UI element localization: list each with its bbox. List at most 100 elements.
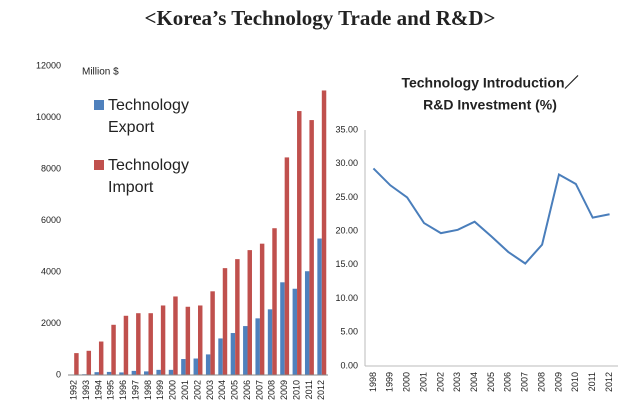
bar [74, 353, 79, 375]
x-tick-label: 1996 [118, 380, 128, 400]
bar [106, 371, 112, 375]
bar [144, 371, 149, 375]
bar [235, 259, 240, 375]
y-tick-label: 4000 [41, 266, 61, 276]
bar [94, 372, 99, 375]
x-tick-label: 2004 [217, 380, 227, 400]
legend-entry: Technology Import [94, 155, 208, 199]
x-tick-label: 2000 [168, 380, 178, 400]
bar [119, 372, 124, 375]
x-tick-label: 2007 [520, 372, 530, 392]
x-tick-label: 1992 [69, 380, 79, 400]
x-tick-label: 2001 [418, 372, 428, 392]
chart-title: R&D Investment (%) [423, 97, 557, 113]
bar [284, 157, 290, 375]
x-tick-label: 2010 [570, 372, 580, 392]
bar [205, 354, 211, 375]
bar [259, 243, 265, 375]
bar [181, 359, 186, 375]
x-tick-label: 2010 [291, 380, 301, 400]
bar [160, 305, 166, 375]
y-tick-label: 15.00 [335, 259, 358, 269]
bar [198, 305, 203, 375]
bar [309, 120, 314, 375]
bar [136, 313, 141, 375]
y-tick-label: 5.00 [340, 327, 358, 337]
legend-label: Technology Export [108, 97, 189, 136]
bar [317, 238, 322, 375]
x-tick-label: 2012 [316, 380, 326, 400]
legend-swatch [94, 100, 104, 110]
legend-entry: Technology Export [94, 95, 208, 139]
y-tick-label: 25.00 [335, 192, 358, 202]
x-tick-label: 2011 [304, 380, 314, 399]
bar [272, 228, 277, 375]
x-tick-label: 2002 [435, 372, 445, 392]
x-tick-label: 2004 [469, 372, 479, 392]
line [372, 167, 610, 265]
x-tick-label: 2001 [180, 380, 190, 400]
y-tick-label: 10.00 [335, 293, 358, 303]
x-tick-label: 2005 [230, 380, 240, 400]
page-title: <Korea’s Technology Trade and R&D> [144, 6, 495, 30]
x-tick-label: 2008 [536, 372, 546, 392]
x-tick-label: 1999 [155, 380, 165, 400]
x-tick-label: 1998 [368, 372, 378, 392]
x-tick-label: 1995 [106, 380, 116, 400]
bar [131, 370, 137, 375]
bar [255, 318, 260, 375]
x-tick-label: 2009 [279, 380, 289, 400]
x-tick-label: 1997 [130, 380, 140, 400]
x-tick-label: 1998 [143, 380, 153, 400]
x-tick-label: 2003 [205, 380, 215, 400]
x-tick-label: 1993 [81, 380, 91, 400]
bar [86, 350, 92, 375]
x-tick-label: 2011 [587, 372, 597, 391]
x-tick-label: 2000 [402, 372, 412, 392]
chart-title: Technology Introduction／ [401, 75, 578, 91]
bar [222, 268, 228, 375]
bar [280, 282, 285, 375]
bar [218, 338, 223, 375]
bar [148, 313, 153, 375]
x-tick-label: 2008 [267, 380, 277, 400]
legend-label: Technology Import [108, 157, 189, 196]
legend-swatch [94, 160, 104, 170]
bar [230, 333, 236, 375]
bar [98, 341, 104, 375]
x-tick-label: 2007 [254, 380, 264, 400]
bar [297, 111, 302, 375]
x-tick-label: 2002 [192, 380, 202, 400]
bar [247, 250, 252, 375]
y-tick-label: 6000 [41, 215, 61, 225]
y-tick-label: 20.00 [335, 226, 358, 236]
bar [185, 306, 191, 375]
x-tick-label: 2006 [503, 372, 513, 392]
y-tick-label: 0.00 [340, 360, 358, 370]
bar [243, 326, 248, 375]
x-tick-label: 2009 [553, 372, 563, 392]
y-tick-label: 10000 [36, 112, 61, 122]
y-tick-label: 2000 [41, 318, 61, 328]
bar [267, 309, 273, 375]
x-tick-label: 2005 [486, 372, 496, 392]
y-tick-label: 8000 [41, 163, 61, 173]
x-tick-label: 1994 [93, 380, 103, 400]
x-tick-label: 2012 [604, 372, 614, 392]
bar [111, 324, 116, 375]
bar [156, 369, 161, 375]
bar [193, 358, 198, 375]
bar [168, 369, 174, 375]
y-tick-label: 12000 [36, 60, 61, 70]
bar [292, 288, 298, 375]
bar [321, 90, 327, 376]
bar [304, 271, 310, 375]
bar [173, 296, 178, 375]
x-tick-label: 2006 [242, 380, 252, 400]
bar [210, 291, 215, 375]
x-tick-label: 2003 [452, 372, 462, 392]
y-axis-label: Million $ [82, 67, 119, 78]
y-tick-label: 0 [56, 369, 61, 379]
